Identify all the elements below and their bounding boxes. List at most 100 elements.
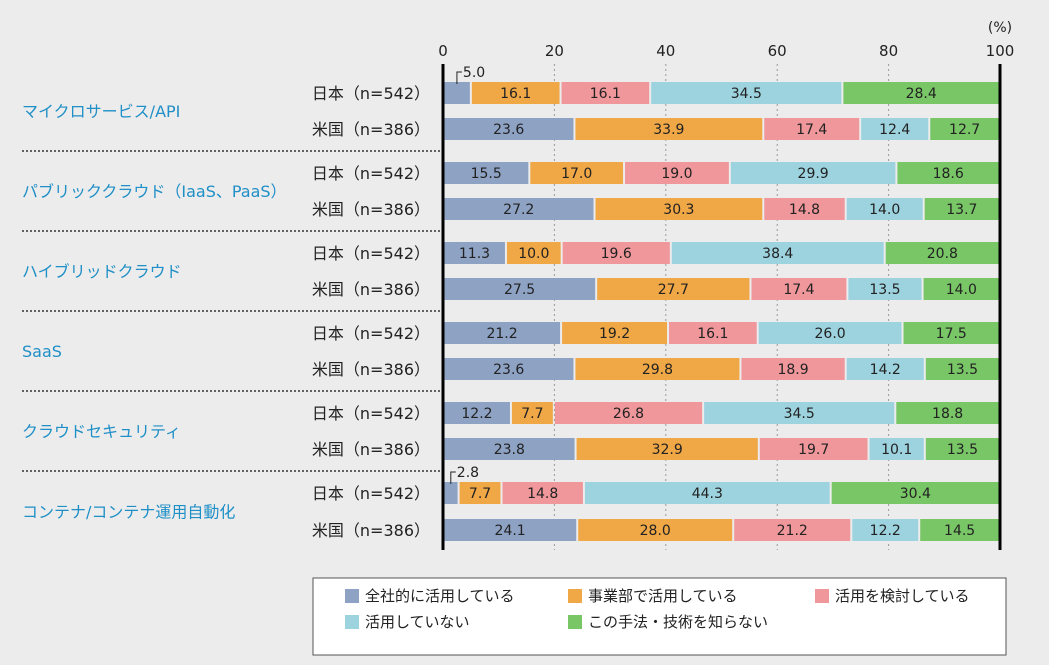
- row-label: 日本（n=542）: [312, 404, 430, 423]
- x-tick-label: 40: [656, 42, 675, 60]
- bar-segment: [758, 322, 902, 344]
- data-label: 29.9: [798, 166, 829, 182]
- data-label: 2.8: [457, 465, 479, 481]
- bar-segment: [444, 322, 561, 344]
- bar-segment: [502, 482, 583, 504]
- data-label: 44.3: [692, 486, 723, 502]
- data-label: 30.3: [663, 202, 694, 218]
- bar-segment: [530, 162, 624, 184]
- bar-segment: [704, 402, 895, 424]
- bar-segment: [651, 82, 842, 104]
- bar-segment: [861, 118, 929, 140]
- data-label: 19.0: [661, 166, 692, 182]
- row-label: 米国（n=386）: [312, 521, 430, 540]
- bar-segment: [852, 519, 919, 541]
- bar-segment: [444, 519, 577, 541]
- x-tick-label: 0: [438, 42, 448, 60]
- bar-segment: [669, 322, 757, 344]
- row-label: 日本（n=542）: [312, 164, 430, 183]
- data-label: 16.1: [590, 86, 621, 102]
- data-label: 14.0: [869, 202, 900, 218]
- data-label: 28.4: [906, 86, 937, 102]
- data-label: 34.5: [731, 86, 762, 102]
- data-label: 19.6: [601, 246, 632, 262]
- bar-segment: [575, 358, 740, 380]
- bar-segment: [671, 242, 884, 264]
- data-label: 17.4: [783, 282, 814, 298]
- bar-segment: [444, 242, 505, 264]
- data-label: 20.8: [927, 246, 958, 262]
- x-tick-label: 100: [986, 42, 1015, 60]
- bar-segment: [444, 402, 510, 424]
- bar-segment: [846, 198, 923, 220]
- data-label: 21.2: [777, 523, 808, 539]
- bar-segment: [444, 438, 575, 460]
- bar-segment: [896, 402, 999, 424]
- bar-segment: [506, 242, 561, 264]
- data-label: 17.0: [561, 166, 592, 182]
- data-label: 27.5: [504, 282, 535, 298]
- legend-swatch: [345, 615, 359, 629]
- callout-line: [456, 71, 462, 84]
- bar-segment: [759, 438, 868, 460]
- data-label: 38.4: [762, 246, 793, 262]
- bar-segment: [843, 82, 999, 104]
- data-label: 14.2: [870, 362, 901, 378]
- data-label: 18.9: [777, 362, 808, 378]
- callout-line: [450, 471, 456, 484]
- legend-label: この手法・技術を知らない: [588, 613, 768, 631]
- data-label: 15.5: [471, 166, 502, 182]
- bar-segment: [848, 278, 922, 300]
- bar-segment: [925, 438, 999, 460]
- category-label: マイクロサービス/API: [22, 102, 180, 121]
- data-label: 12.4: [879, 122, 910, 138]
- data-label: 28.0: [640, 523, 671, 539]
- legend-label: 全社的に活用している: [365, 587, 515, 605]
- bar-segment: [730, 162, 896, 184]
- legend-box: [312, 577, 1007, 656]
- data-label: 11.3: [459, 246, 490, 262]
- bar-segment: [444, 162, 529, 184]
- bar-segment: [930, 118, 999, 140]
- legend-swatch: [815, 589, 829, 603]
- bar-segment: [741, 358, 845, 380]
- data-label: 14.8: [789, 202, 820, 218]
- bar-segment: [595, 198, 763, 220]
- data-label: 24.1: [495, 523, 526, 539]
- data-label: 23.6: [493, 362, 524, 378]
- x-tick-label: 60: [768, 42, 787, 60]
- bar-segment: [562, 322, 668, 344]
- bar-segment: [584, 482, 830, 504]
- row-label: 日本（n=542）: [312, 244, 430, 263]
- data-label: 29.8: [642, 362, 673, 378]
- bar-segment: [846, 358, 924, 380]
- data-label: 7.7: [521, 406, 543, 422]
- data-label: 12.2: [461, 406, 492, 422]
- bar-segment: [885, 242, 999, 264]
- bar-segment: [897, 162, 999, 184]
- data-label: 23.6: [493, 122, 524, 138]
- bar-segment: [764, 198, 845, 220]
- bar-segment: [561, 82, 650, 104]
- bar-segment: [625, 162, 729, 184]
- bar-segment: [764, 118, 860, 140]
- data-label: 17.4: [796, 122, 827, 138]
- data-label: 13.7: [946, 202, 977, 218]
- bar-segment: [444, 82, 470, 104]
- data-label: 17.5: [936, 326, 967, 342]
- bar-segment: [471, 82, 560, 104]
- row-label: 日本（n=542）: [312, 324, 430, 343]
- row-label: 米国（n=386）: [312, 200, 430, 219]
- row-label: 米国（n=386）: [312, 120, 430, 139]
- bar-segment: [459, 482, 501, 504]
- bar-segment: [920, 519, 999, 541]
- bar-segment: [578, 519, 733, 541]
- unit-label: (%): [988, 20, 1012, 36]
- x-tick-label: 20: [545, 42, 564, 60]
- data-label: 32.9: [652, 442, 683, 458]
- data-label: 33.9: [653, 122, 684, 138]
- data-label: 10.0: [518, 246, 549, 262]
- data-label: 7.7: [469, 486, 491, 502]
- row-label: 日本（n=542）: [312, 484, 430, 503]
- data-label: 10.1: [881, 442, 912, 458]
